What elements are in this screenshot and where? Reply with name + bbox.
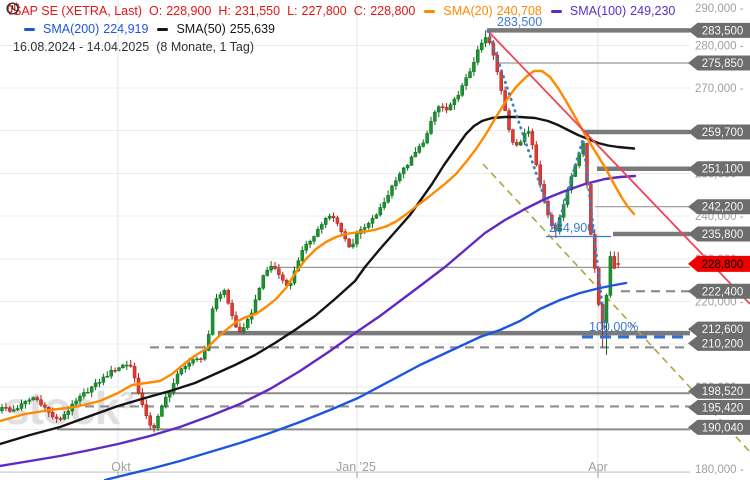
peak-price-label: 283,500: [497, 15, 542, 29]
sma20-line: [0, 69, 636, 423]
date-range: 16.08.2024 - 14.04.2025: [13, 40, 150, 54]
level-badge-235,800-label: 235,800: [702, 229, 744, 241]
level-badge-283,500[interactable]: [688, 22, 750, 38]
chart-legend: SAP SE (XETRA, Last) O: 228,900 H: 231,550…: [6, 2, 675, 56]
x-axis-label: Okt: [111, 460, 131, 474]
level-badge-198,520[interactable]: [688, 383, 750, 399]
level-badge-283,500-label: 283,500: [702, 25, 744, 37]
legend-line-symbol: SAP SE (XETRA, Last) O: 228,900 H: 231,550…: [6, 2, 675, 20]
level-badge-242,200[interactable]: [688, 199, 750, 215]
level-badge-190,040-label: 190,040: [702, 422, 744, 434]
level-badge-251,100-label: 251,100: [702, 164, 744, 176]
sma50-legend-dash-icon: [157, 27, 169, 31]
level-badge-275,850-label: 275,850: [702, 58, 744, 70]
legend-sma20[interactable]: SMA(20) 240,708: [443, 4, 542, 18]
level-badge-222,400-label: 222,400: [702, 286, 744, 298]
level-badge-259,700[interactable]: [688, 124, 750, 140]
legend-sma200[interactable]: SMA(200) 224,919: [43, 22, 149, 36]
level-badge-210,200-label: 210,200: [702, 338, 744, 350]
level-badge-198,520-label: 198,520: [702, 386, 744, 398]
symbol-title[interactable]: SAP SE (XETRA, Last): [13, 4, 142, 18]
sma200-legend-dash-icon: [24, 27, 35, 31]
legend-line-indicators: SMA(200) 224,919 SMA(50) 255,639: [22, 20, 675, 38]
y-axis-tick-label: 290,000 -: [695, 3, 744, 15]
level-badge-210,200[interactable]: [688, 335, 750, 351]
support-resistance-levels[interactable]: [57, 28, 690, 431]
fib-extension[interactable]: 100,00%: [582, 320, 688, 339]
last-price-badge-label: 228,800: [702, 259, 744, 271]
x-axis-label: Apr: [588, 460, 607, 474]
sma200-line: [103, 281, 628, 480]
level-badge-259,700-label: 259,700: [702, 127, 744, 139]
price-badges[interactable]: 283,500 275,850 259,700 251,100 242,200 235,8…: [688, 22, 750, 435]
zigzag-annotation[interactable]: [486, 29, 608, 340]
level-badge-242,200-label: 242,200: [702, 202, 744, 214]
y-axis-tick-label: 180,000 -: [695, 464, 744, 476]
level-badge-195,420[interactable]: [688, 399, 750, 415]
date-range-period: (8 Monate, 1 Tag): [156, 40, 254, 54]
price-annotations: 283,500 234,900: [497, 15, 611, 238]
sma100-sma: [0, 174, 637, 468]
legend-line-range: 16.08.2024 - 14.04.2025 (8 Monate, 1 Tag…: [6, 2, 675, 56]
y-axis-tick-label: 220,000 -: [695, 297, 744, 309]
sma200-sma: [103, 281, 628, 480]
level-badge-195,420-label: 195,420: [702, 402, 744, 414]
level-badge-235,800[interactable]: [688, 226, 750, 242]
level-badge-275,850[interactable]: [688, 55, 750, 71]
sma100-line: [0, 174, 637, 468]
level-badge-251,100[interactable]: [688, 161, 750, 177]
quote-open: O: 228,900: [148, 4, 212, 18]
level-badge-212,600-label: 212,600: [702, 324, 744, 336]
last-price-badge[interactable]: [688, 255, 750, 272]
quote-high: H: 231,550: [218, 4, 281, 18]
legend-sma50[interactable]: SMA(50) 255,639: [176, 22, 275, 36]
quote-close: C: 228,800: [353, 4, 416, 18]
level-badge-212,600[interactable]: [688, 321, 750, 337]
level-badge-190,040[interactable]: [688, 419, 750, 435]
sma20-sma: [0, 69, 636, 423]
x-axis-label: Jan '25: [336, 460, 376, 474]
y-axis-tick-label: 270,000 -: [695, 83, 744, 95]
fib-100-label: 100,00%: [589, 320, 638, 334]
candlestick-series: [0, 30, 620, 433]
zigzag-dotted-line[interactable]: [486, 29, 608, 340]
swing-low-price-label: 234,900: [549, 221, 594, 235]
level-badge-222,400[interactable]: [688, 283, 750, 299]
x-axis-labels: Okt Jan '25 Apr: [111, 460, 607, 474]
sma100-legend-dash-icon: [550, 9, 562, 13]
quote-low: L: 227,800: [287, 4, 347, 18]
sma20-legend-dash-icon: [424, 9, 436, 13]
legend-sma100[interactable]: SMA(100) 249,230: [569, 4, 676, 18]
y-axis-tick-label: 280,000 -: [695, 40, 744, 52]
